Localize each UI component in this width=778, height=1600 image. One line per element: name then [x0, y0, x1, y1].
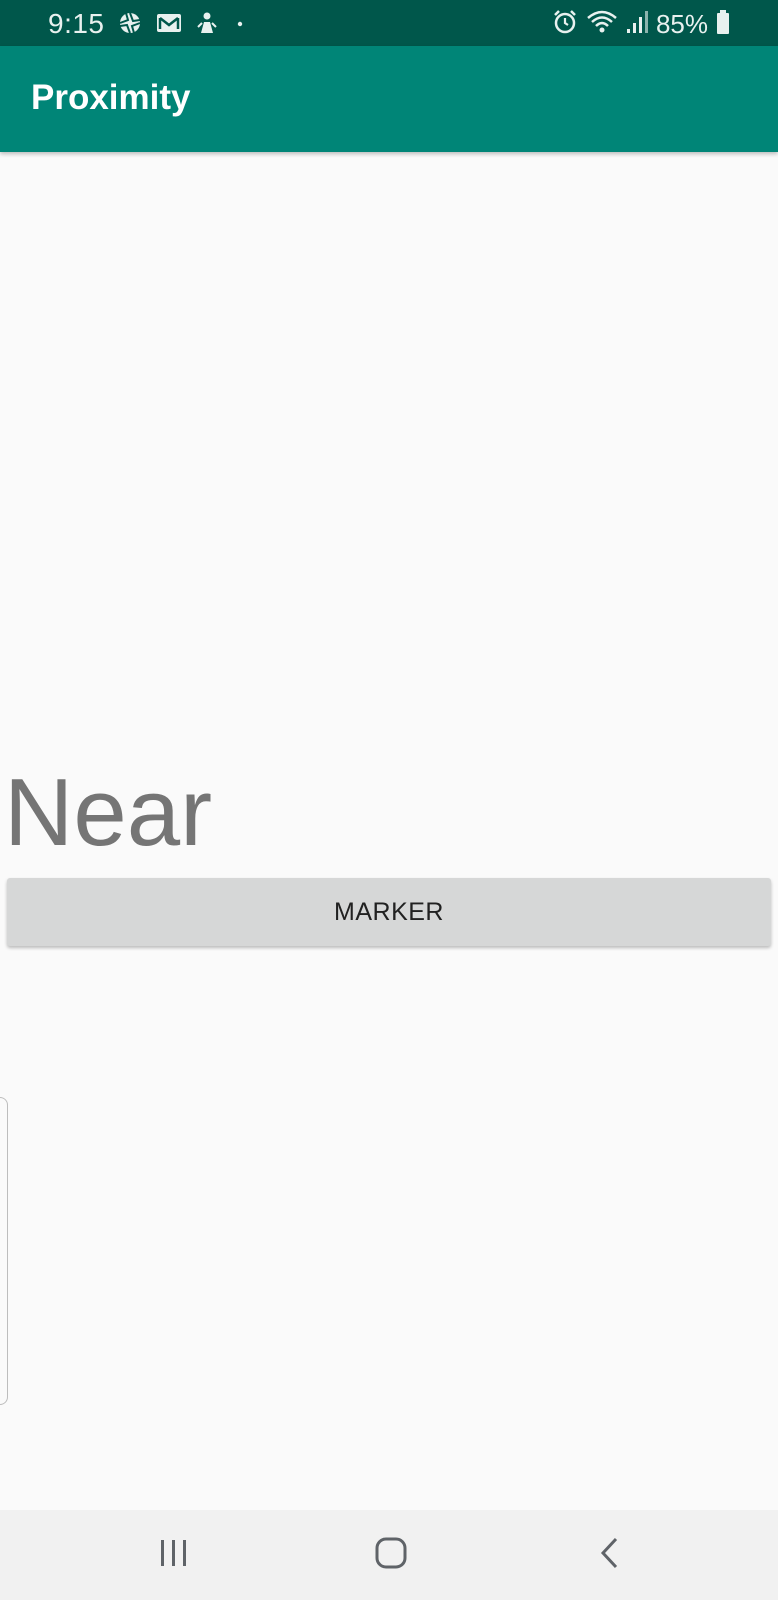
- aperture-icon: [118, 11, 142, 40]
- back-button[interactable]: [579, 1530, 639, 1580]
- system-indicators: 85%: [552, 8, 730, 40]
- status-time: 9:15: [48, 8, 105, 39]
- home-button[interactable]: [361, 1530, 421, 1580]
- app-title: Proximity: [31, 78, 191, 117]
- back-icon: [597, 1536, 621, 1575]
- dot-icon: [232, 11, 248, 40]
- edge-panel-handle[interactable]: [0, 1097, 8, 1405]
- alarm-icon: [552, 9, 578, 40]
- proximity-value: Near: [4, 759, 213, 866]
- signal-icon: [626, 9, 648, 40]
- gmail-icon: [156, 12, 182, 39]
- battery-percent: 85%: [655, 9, 708, 39]
- home-icon: [374, 1536, 408, 1575]
- recent-apps-icon: [158, 1538, 190, 1573]
- status-bar: 9:15: [0, 0, 778, 46]
- upload-person-icon: [196, 11, 218, 40]
- marker-button[interactable]: MARKER: [7, 878, 771, 946]
- recent-apps-button[interactable]: [144, 1530, 204, 1580]
- notification-icons: [118, 11, 248, 40]
- battery-icon: [716, 9, 730, 40]
- wifi-icon: [586, 9, 618, 40]
- navigation-bar: [0, 1510, 778, 1600]
- app-bar: Proximity: [0, 46, 778, 152]
